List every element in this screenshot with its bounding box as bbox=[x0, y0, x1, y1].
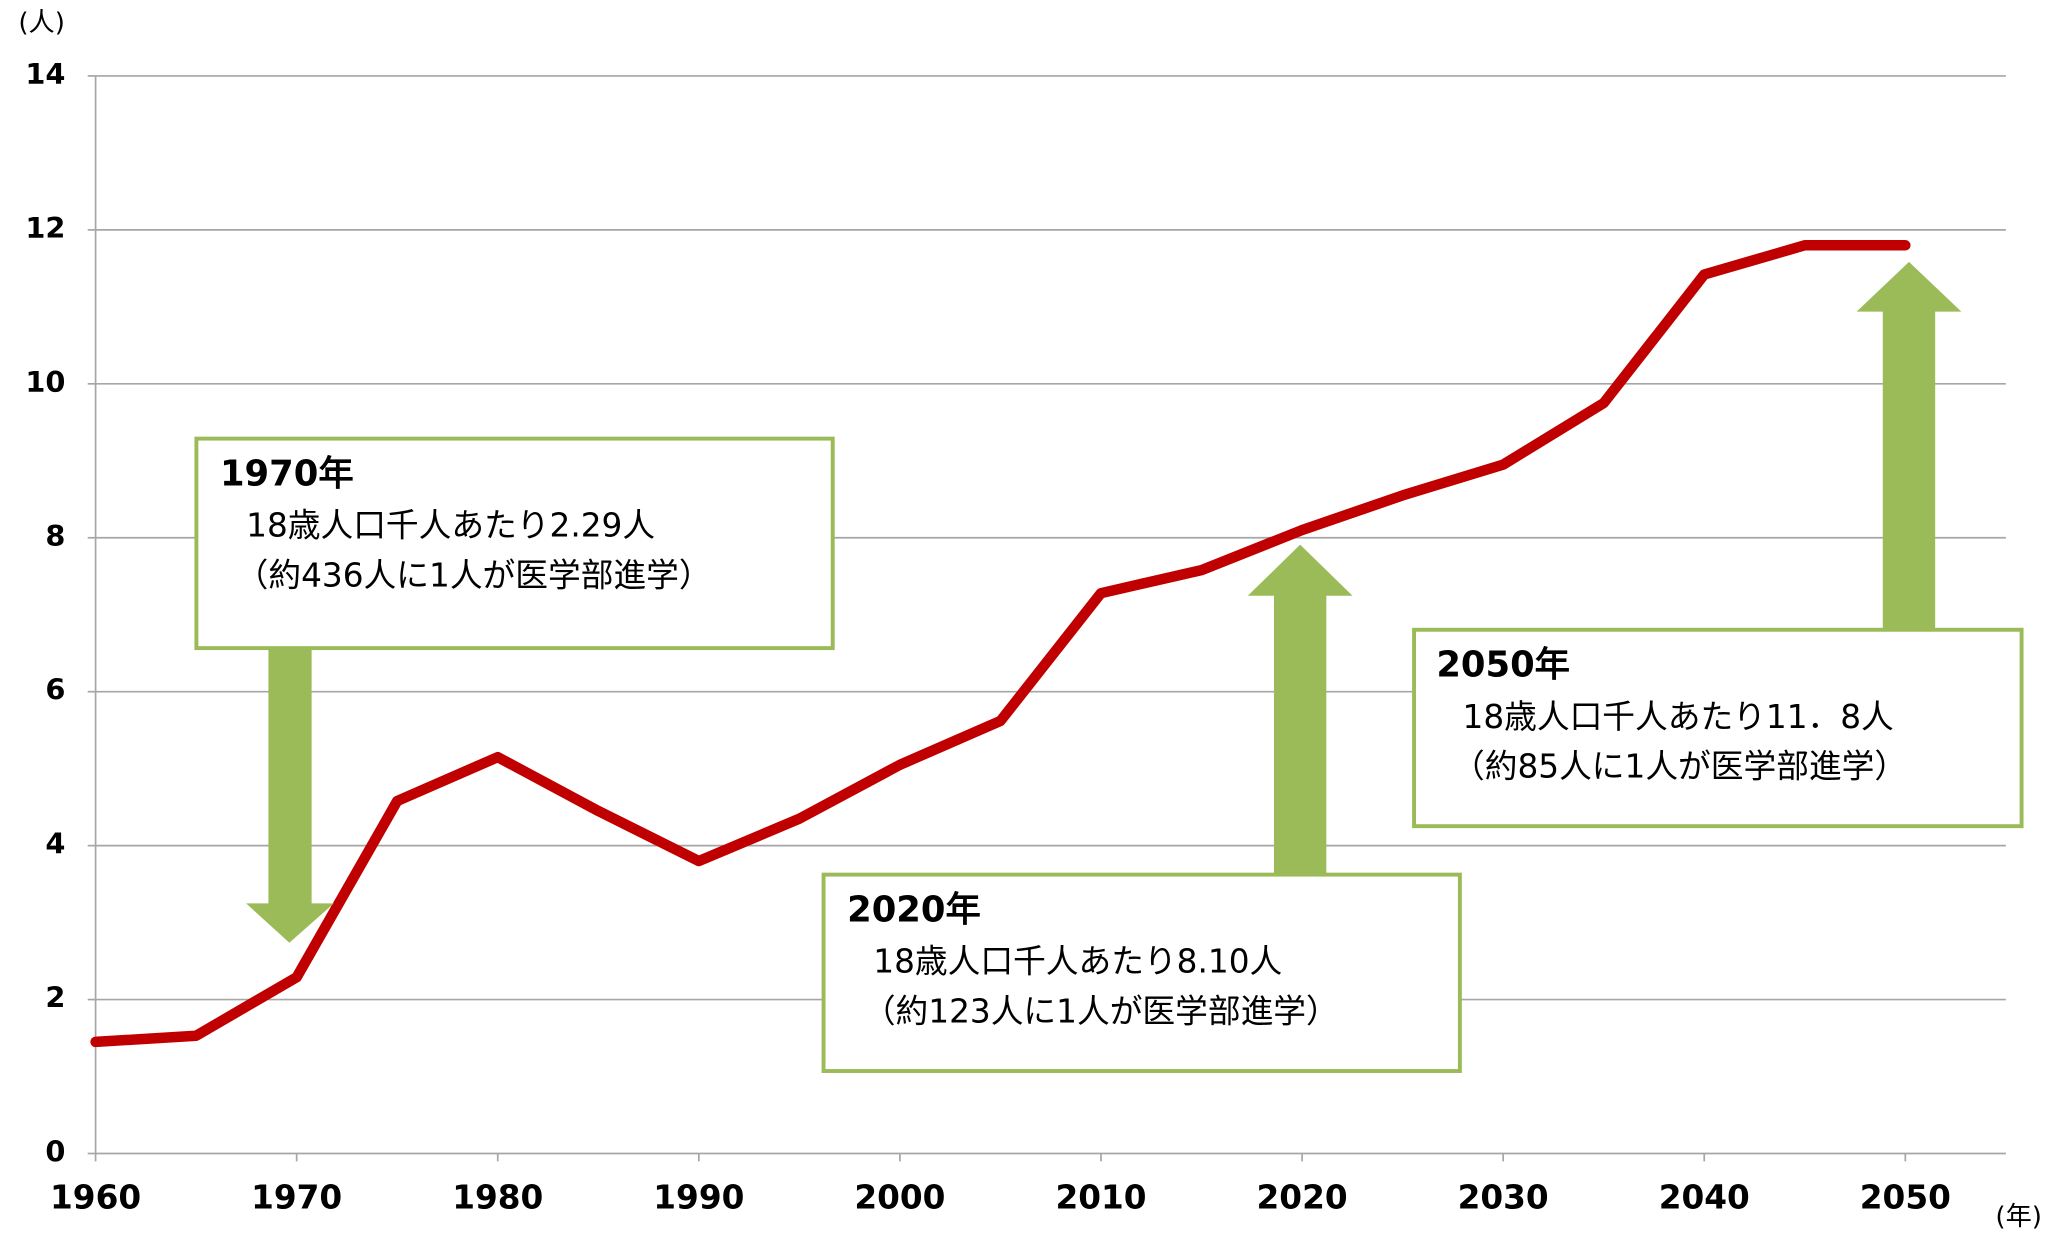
annotation: 1970年 18歳人口千人あたり2.29人 （約436人に1人が医学部進学） bbox=[194, 436, 835, 651]
annotation: 2020年 18歳人口千人あたり8.10人 （約123人に1人が医学部進学） bbox=[821, 872, 1462, 1073]
x-tick-label: 2040 bbox=[1659, 1178, 1750, 1216]
x-tick-label: 1970 bbox=[251, 1178, 342, 1216]
annotation-title: 2020年 bbox=[847, 889, 981, 930]
y-tick-label: 2 bbox=[45, 981, 65, 1015]
x-tick-label: 2030 bbox=[1458, 1178, 1549, 1216]
x-tick-label: 2020 bbox=[1257, 1178, 1348, 1216]
arrow bbox=[1247, 544, 1353, 875]
annotation-title: 1970年 bbox=[220, 453, 354, 494]
x-tick-label: 1990 bbox=[653, 1178, 744, 1216]
arrow bbox=[1856, 261, 1962, 630]
y-tick-label: 8 bbox=[45, 519, 65, 553]
x-unit: (年) bbox=[1995, 1202, 2042, 1232]
x-tick-label: 1980 bbox=[452, 1178, 543, 1216]
x-tick-label: 2010 bbox=[1055, 1178, 1146, 1216]
y-tick-label: 12 bbox=[25, 211, 65, 245]
annotation-box bbox=[821, 872, 1462, 1073]
annotation-box bbox=[194, 436, 835, 651]
y-tick-label: 6 bbox=[45, 673, 65, 707]
y-tick-label: 4 bbox=[45, 827, 65, 861]
annotation-box bbox=[1412, 627, 2024, 829]
annotation: 2050年 18歳人口千人あたり11．8人 （約85人に1人が医学部進学） bbox=[1412, 627, 2024, 829]
annotation-line: （約85人に1人が医学部進学） bbox=[1452, 748, 1907, 786]
y-tick-label: 10 bbox=[25, 365, 65, 399]
annotation-line: 18歳人口千人あたり11．8人 bbox=[1463, 698, 1894, 736]
y-tick-label: 14 bbox=[25, 57, 65, 91]
annotation-line: 18歳人口千人あたり2.29人 bbox=[246, 507, 655, 545]
data-line bbox=[90, 240, 1911, 1048]
annotation-line: （約123人に1人が医学部進学） bbox=[863, 992, 1339, 1030]
arrow bbox=[246, 648, 334, 943]
y-unit: (人) bbox=[18, 8, 65, 38]
x-tick-label: 2050 bbox=[1860, 1178, 1951, 1216]
annotation-title: 2050年 bbox=[1436, 644, 1570, 685]
annotation-line: 18歳人口千人あたり8.10人 bbox=[873, 943, 1282, 981]
x-tick-label: 1960 bbox=[50, 1178, 141, 1216]
x-tick-label: 2000 bbox=[854, 1178, 945, 1216]
y-tick-label: 0 bbox=[45, 1135, 65, 1169]
annotation-line: （約436人に1人が医学部進学） bbox=[236, 556, 712, 594]
